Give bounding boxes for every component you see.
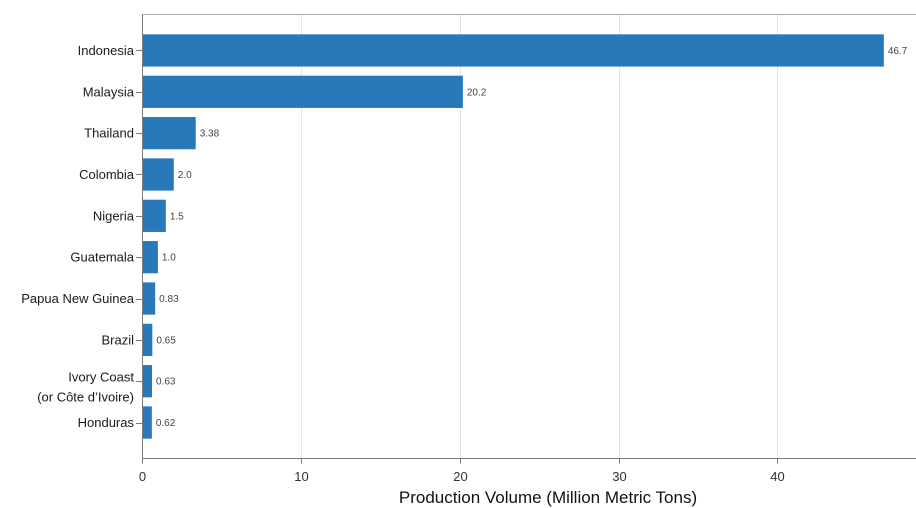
y-tick-label-line: Thailand <box>84 126 134 141</box>
bar <box>142 75 463 108</box>
y-tick-label-line: Colombia <box>79 167 135 182</box>
bar <box>142 365 153 398</box>
bar <box>142 158 174 191</box>
bar-value-label: 0.65 <box>156 335 176 346</box>
x-tick-label: 20 <box>453 469 467 484</box>
y-tick-label-line: (or Côte d’Ivoire) <box>37 390 134 405</box>
plot-frame <box>142 14 916 459</box>
x-axis: 0 10 20 30 40 <box>139 458 785 484</box>
x-tick-label: 0 <box>139 469 146 484</box>
y-tick-label-line: Papua New Guinea <box>21 291 135 306</box>
y-tick-label-line: Nigeria <box>93 208 135 223</box>
y-tick-label: Indonesia <box>78 43 135 58</box>
bar-value-label: 1.5 <box>170 211 184 222</box>
bar <box>142 34 884 67</box>
y-tick-label: Brazil <box>101 332 134 347</box>
x-axis-label: Production Volume (Million Metric Tons) <box>399 488 697 507</box>
y-tick-label-line: Guatemala <box>70 250 134 265</box>
bar <box>142 406 152 439</box>
x-tick-label: 10 <box>294 469 308 484</box>
y-tick-label: Papua New Guinea <box>21 291 135 306</box>
bar-value-label: 2.0 <box>178 170 192 181</box>
x-tick-label: 40 <box>770 469 784 484</box>
bar <box>142 241 158 274</box>
bar <box>142 199 166 232</box>
bar-value-label: 3.38 <box>200 129 220 140</box>
bar-value-labels: 46.7 20.2 3.38 2.0 1.5 1.0 0.83 0.65 0.63 0.62 <box>156 46 908 429</box>
y-tick-label: Thailand <box>84 126 134 141</box>
y-tick-label-line: Indonesia <box>78 43 135 58</box>
y-tick-label-line: Brazil <box>101 332 134 347</box>
x-tick-label: 30 <box>612 469 626 484</box>
y-tick-label: Honduras <box>78 415 135 430</box>
bar-value-label: 0.83 <box>159 294 179 305</box>
y-tick-label: Malaysia <box>83 84 135 99</box>
y-tick-label-line: Honduras <box>78 415 135 430</box>
bar <box>142 282 156 315</box>
bar-value-label: 20.2 <box>467 87 487 98</box>
bar-value-label: 1.0 <box>162 253 176 264</box>
y-tick-label: Nigeria <box>93 208 135 223</box>
bars <box>142 34 884 439</box>
bar <box>142 117 196 150</box>
y-tick-label: Ivory Coast (or Côte d’Ivoire) <box>37 370 134 405</box>
y-tick-label: Colombia <box>79 167 135 182</box>
bar-value-label: 0.62 <box>156 418 176 429</box>
y-tick-label: Guatemala <box>70 250 134 265</box>
y-axis: Indonesia Malaysia Thailand Colombia Nigeria… <box>21 43 142 430</box>
y-tick-label-line: Malaysia <box>83 84 135 99</box>
bar-value-label: 0.63 <box>156 377 176 388</box>
bar <box>142 323 153 356</box>
bar-value-label: 46.7 <box>888 46 908 57</box>
y-tick-label-line: Ivory Coast <box>68 370 134 385</box>
